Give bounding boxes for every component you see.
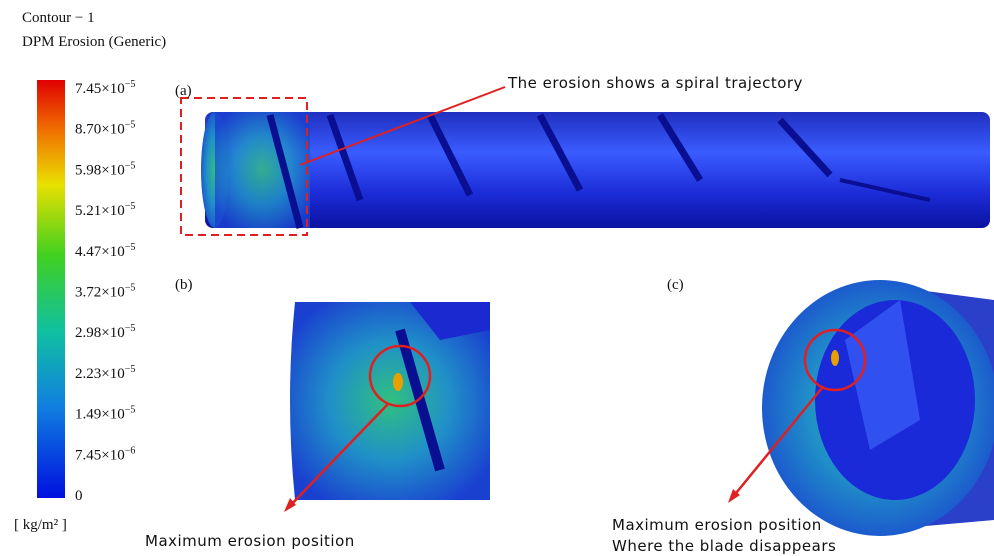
panel-label: (c) (667, 277, 684, 293)
colorbar-label: 8.70×10−5 (75, 120, 135, 138)
colorbar-label: 3.72×10−5 (75, 283, 135, 301)
label-mantissa: 4.47×10 (75, 244, 125, 260)
label-exponent: −5 (125, 283, 136, 294)
label-mantissa: 2.98×10 (75, 325, 125, 341)
pipe-render-b (290, 302, 490, 500)
pipe-render-c (762, 280, 994, 536)
annotation: Where the blade disappears (612, 537, 836, 555)
colorbar-label: 5.21×10−5 (75, 201, 135, 219)
label-exponent: −5 (125, 160, 136, 171)
label-mantissa: 2.23×10 (75, 366, 125, 382)
colorbar-label: 2.23×10−5 (75, 364, 135, 382)
colorbar-label: 2.98×10−5 (75, 323, 135, 341)
colorbar (37, 80, 65, 498)
label-exponent: −5 (125, 242, 136, 253)
colorbar-label: 4.47×10−5 (75, 242, 135, 260)
colorbar-label: 7.45×10−5 (75, 79, 135, 97)
label-exponent: −6 (125, 445, 136, 456)
panel-label: (a) (175, 83, 192, 99)
annotation: The erosion shows a spiral trajectory (507, 74, 803, 92)
label-mantissa: 8.70×10 (75, 122, 125, 138)
colorbar-label: 1.49×10−5 (75, 405, 135, 423)
colorbar-label: 5.98×10−5 (75, 160, 135, 178)
label-exponent: −5 (125, 79, 136, 90)
label-exponent: −5 (125, 120, 136, 131)
label-mantissa: 5.21×10 (75, 203, 125, 219)
label-mantissa: 0 (75, 488, 83, 504)
annotation: Maximum erosion position (145, 532, 355, 550)
colorbar-label: 0 (75, 488, 83, 504)
label-exponent: −5 (125, 364, 136, 375)
legend-unit: [ kg/m² ] (14, 517, 67, 533)
pipe-render-a (201, 112, 990, 228)
label-mantissa: 7.45×10 (75, 81, 125, 97)
label-mantissa: 5.98×10 (75, 162, 125, 178)
panel-label: (b) (175, 277, 193, 293)
annotation: Maximum erosion position (612, 516, 822, 534)
label-mantissa: 1.49×10 (75, 407, 125, 423)
colorbar-label: 7.45×10−6 (75, 445, 135, 463)
label-exponent: −5 (125, 405, 136, 416)
legend-title: Contour − 1 (22, 10, 95, 26)
figure: Contour − 1 DPM Erosion (Generic) 7.45×1… (0, 0, 994, 556)
label-exponent: −5 (125, 323, 136, 334)
label-mantissa: 7.45×10 (75, 447, 125, 463)
label-mantissa: 3.72×10 (75, 285, 125, 301)
legend-variable: DPM Erosion (Generic) (22, 34, 166, 50)
label-exponent: −5 (125, 201, 136, 212)
